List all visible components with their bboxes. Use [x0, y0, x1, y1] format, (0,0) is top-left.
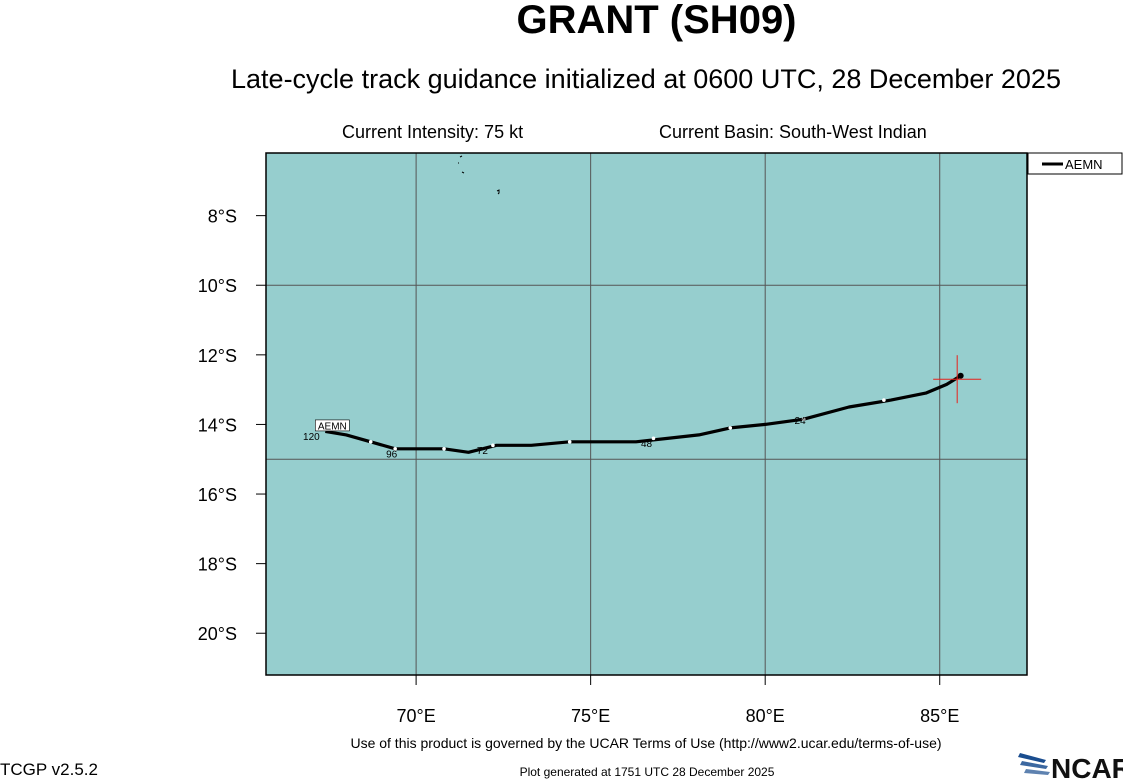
- y-tick-label: 8°S: [208, 207, 237, 227]
- track-end-labels: AEMN: [315, 419, 350, 432]
- track-marker: [393, 447, 397, 451]
- track-marker: [491, 443, 495, 448]
- chart-subtitle: Late-cycle track guidance initialized at…: [231, 64, 1061, 94]
- y-tick-label: 16°S: [198, 485, 237, 505]
- x-tick-label: 75°E: [571, 706, 610, 726]
- track-start-point: [957, 372, 964, 379]
- track-marker: [801, 417, 806, 422]
- track-marker: [368, 440, 373, 444]
- current-intensity: Current Intensity: 75 kt: [342, 122, 524, 142]
- terms-of-use: Use of this product is governed by the U…: [350, 735, 942, 751]
- track-layer: [325, 374, 962, 454]
- chart-title: GRANT (SH09): [516, 0, 797, 42]
- legend-box: [1027, 152, 1123, 175]
- y-tick-label: 10°S: [198, 276, 237, 296]
- generated-timestamp: Plot generated at 1751 UTC 28 December 2…: [519, 765, 775, 779]
- x-tick-label: 70°E: [396, 706, 435, 726]
- ncar-logo-text: NCAR: [1051, 753, 1123, 780]
- y-axis-ticks: 8°S 10°S 12°S 14°S 16°S 18°S 20°S: [198, 207, 266, 644]
- current-basin: Current Basin: South-West Indian: [659, 122, 927, 142]
- x-tick-label: 85°E: [920, 706, 959, 726]
- ncar-swoosh-icon: [1018, 753, 1050, 775]
- track-end-label: AEMN: [318, 421, 347, 432]
- track-line-aemn: [325, 374, 962, 454]
- y-tick-label: 20°S: [198, 624, 237, 644]
- track-marker: [728, 426, 733, 430]
- forecast-hour-label: 48: [641, 439, 653, 450]
- y-tick-label: 18°S: [198, 555, 237, 575]
- plot-frame: [265, 152, 1028, 676]
- ncar-logo: NCAR: [1018, 753, 1123, 780]
- version-label: TCGP v2.5.2: [0, 760, 98, 779]
- x-tick-label: 80°E: [746, 706, 785, 726]
- track-marker: [882, 398, 886, 402]
- track-end-label-box: [315, 419, 350, 432]
- y-tick-label: 12°S: [198, 346, 237, 366]
- forecast-hour-labels: 24 48 72 96 120: [303, 416, 806, 460]
- forecast-hour-label: 72: [477, 446, 489, 457]
- ocean-background: [266, 153, 1027, 675]
- forecast-hour-label: 96: [386, 449, 398, 460]
- track-markers: [368, 372, 964, 451]
- legend: AEMN: [1027, 152, 1123, 175]
- y-tick-label: 14°S: [198, 415, 237, 435]
- legend-label-aemn: AEMN: [1065, 157, 1103, 172]
- x-axis-ticks: 70°E 75°E 80°E 85°E: [396, 675, 959, 726]
- grid-lines: [266, 153, 1027, 675]
- forecast-hour-label: 120: [303, 432, 320, 443]
- forecast-hour-label: 24: [795, 416, 807, 427]
- island-outlines: [458, 155, 500, 195]
- track-marker: [567, 440, 572, 444]
- track-marker: [442, 447, 446, 451]
- current-position-marker: [933, 355, 982, 404]
- track-marker: [651, 436, 656, 441]
